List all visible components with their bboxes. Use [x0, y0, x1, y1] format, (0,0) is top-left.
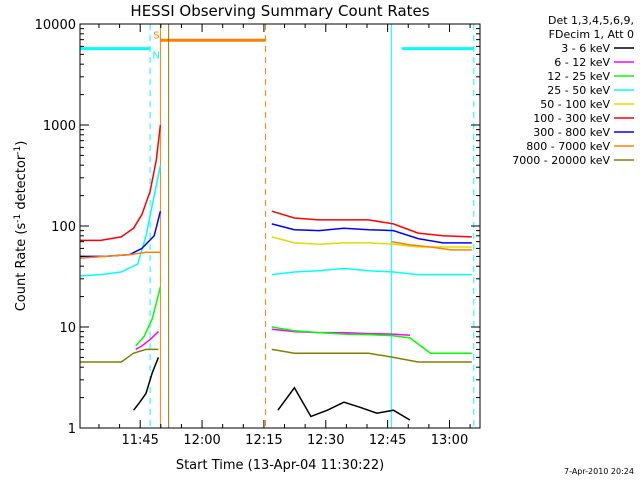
legend-label-7: 800 - 7000 keV: [526, 140, 610, 153]
series-6-line-0: [80, 211, 162, 258]
legend-label-8: 7000 - 20000 keV: [512, 154, 610, 167]
series-0-line-0: [133, 357, 160, 411]
series-1-line-0: [135, 331, 159, 351]
legend-label-0: 3 - 6 keV: [561, 42, 610, 55]
series-5-line-0: [80, 124, 162, 242]
series-3-line-0: [79, 165, 162, 277]
y-tick-label-3: 1000: [43, 119, 76, 134]
series-3-line-1: [271, 267, 472, 276]
series-2-line-1: [271, 326, 472, 354]
y-tick-label-2: 100: [51, 220, 76, 235]
timestamp: 7-Apr-2010 20:24: [564, 467, 634, 476]
legend-label-3: 25 - 50 keV: [547, 84, 610, 97]
chart-title: HESSI Observing Summary Count Rates: [130, 2, 429, 20]
legend-header-line-1: Det 1,3,4,5,6,9,: [548, 14, 634, 27]
legend-label-6: 300 - 800 keV: [533, 126, 610, 139]
y-tick-label-4: 10000: [35, 18, 76, 33]
y-axis: 1 10 100 1000 10000: [35, 18, 480, 437]
series-8-line-0: [80, 348, 159, 363]
x-axis-label: Start Time (13-Apr-04 11:30:22): [176, 458, 384, 473]
series-7-line-1: [391, 240, 472, 251]
x-tick-label-5: 13:00: [431, 433, 468, 448]
x-tick-label-0: 11:45: [121, 433, 158, 448]
legend-label-5: 100 - 300 keV: [533, 112, 610, 125]
x-tick-label-2: 12:15: [245, 433, 282, 448]
y-tick-label-1: 10: [59, 321, 76, 336]
series-1-line-1: [271, 328, 410, 336]
series-2-line-0: [135, 286, 162, 347]
series-6-line-1: [271, 223, 472, 244]
x-axis: 11:45 12:00 12:15 12:30 12:45 13:00: [98, 24, 471, 448]
series-0-line-1: [277, 386, 411, 421]
legend-label-2: 12 - 25 keV: [547, 70, 610, 83]
series-7-line-0: [79, 251, 161, 259]
y-axis-label: Count Rate (s-1 detector-1): [13, 141, 29, 312]
legend-label-1: 6 - 12 keV: [554, 56, 610, 69]
legend: Det 1,3,4,5,6,9, FDecim 1, Att 0 3 - 6 k…: [512, 14, 634, 167]
status-label-n: N: [152, 51, 159, 62]
x-tick-label-1: 12:00: [183, 433, 220, 448]
status-label-s: S: [153, 30, 159, 41]
x-tick-label-4: 12:45: [369, 433, 406, 448]
legend-header-line-2: FDecim 1, Att 0: [549, 28, 634, 41]
y-tick-label-0: 1: [68, 422, 76, 437]
series-5-line-1: [271, 210, 472, 238]
x-tick-label-3: 12:30: [307, 433, 344, 448]
series-8-line-1: [271, 348, 472, 363]
plot-area: NS: [79, 24, 475, 428]
legend-label-4: 50 - 100 keV: [540, 98, 610, 111]
